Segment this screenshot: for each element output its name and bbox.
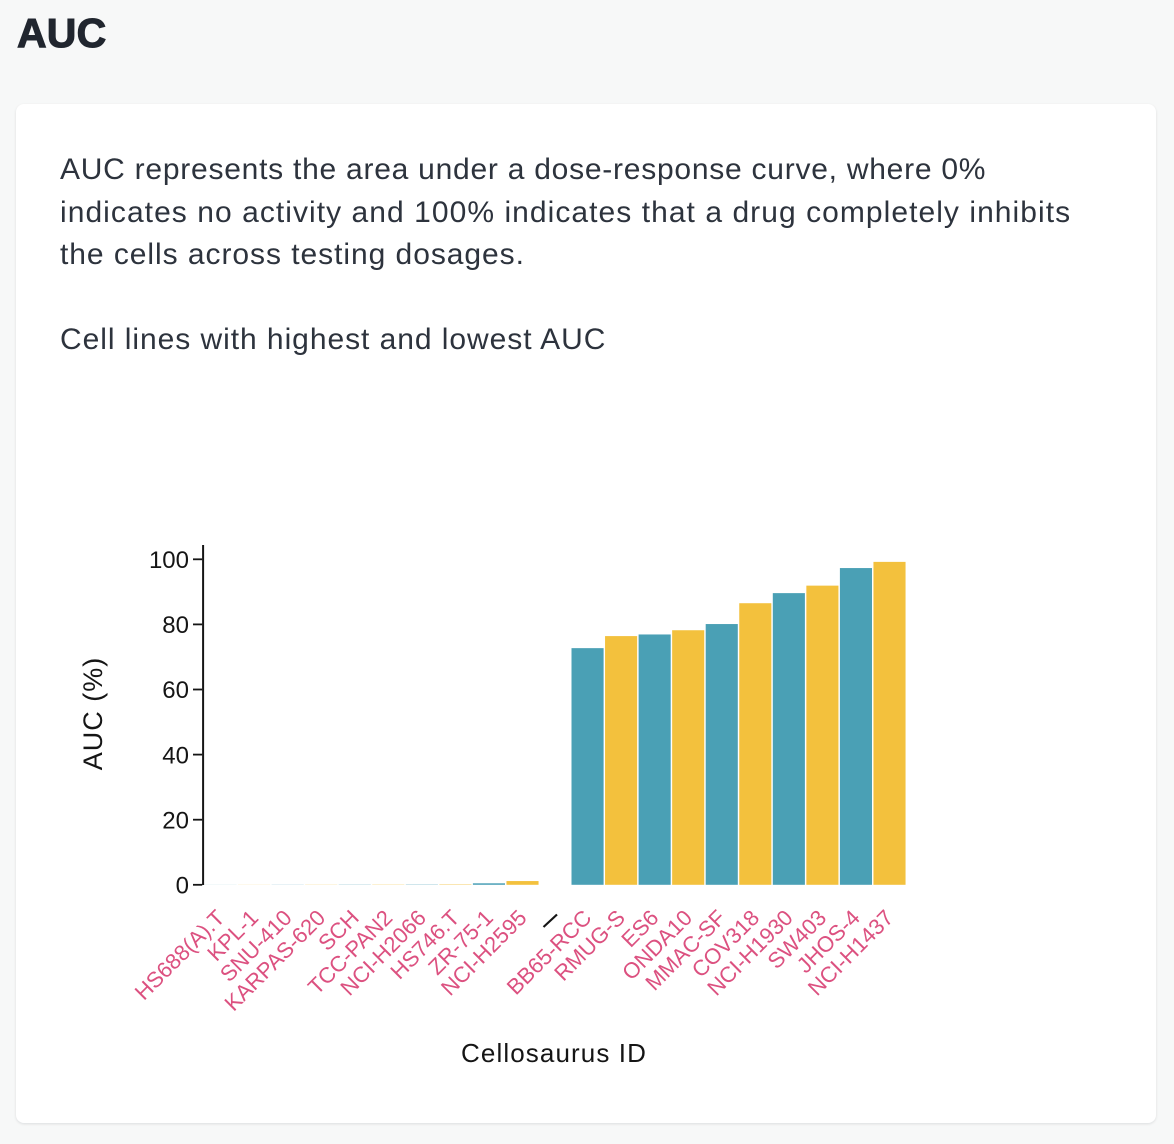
svg-text:60: 60 bbox=[162, 677, 189, 704]
svg-text:40: 40 bbox=[162, 742, 189, 769]
svg-text:AUC (%): AUC (%) bbox=[78, 657, 108, 771]
svg-text:20: 20 bbox=[162, 807, 189, 834]
svg-text:Cellosaurus ID: Cellosaurus ID bbox=[461, 1038, 647, 1068]
svg-text:0: 0 bbox=[176, 873, 189, 900]
svg-text:100: 100 bbox=[149, 547, 189, 574]
svg-text:80: 80 bbox=[162, 612, 189, 639]
